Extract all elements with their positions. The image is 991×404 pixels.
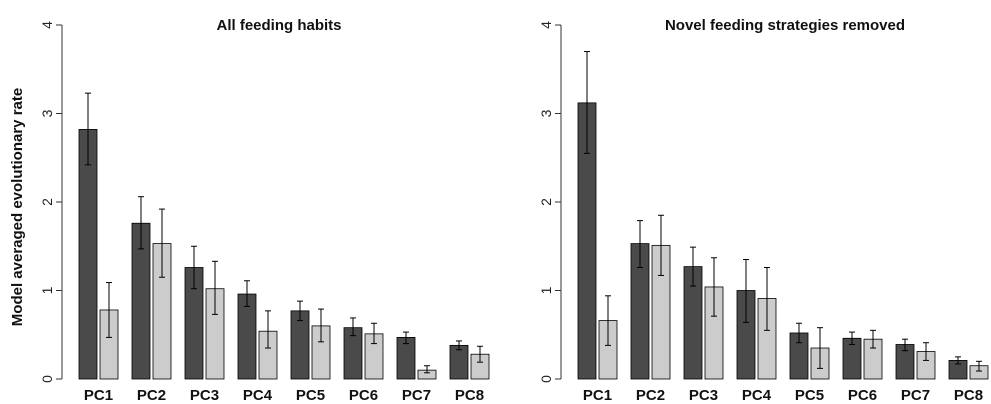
y-tick-label: 3 xyxy=(538,109,554,117)
x-tick-label-pc5: PC5 xyxy=(795,387,824,404)
x-tick-label-pc3: PC3 xyxy=(689,387,718,404)
x-tick-label-pc6: PC6 xyxy=(848,387,877,404)
y-axis-label: Model averaged evolutionary rate xyxy=(9,88,26,326)
y-tick-label: 4 xyxy=(39,21,55,29)
x-tick-label-pc1: PC1 xyxy=(583,387,612,404)
x-tick-label-pc4: PC4 xyxy=(742,387,772,404)
x-tick-label-pc8: PC8 xyxy=(455,387,484,404)
x-tick-label-pc1: PC1 xyxy=(84,387,113,404)
y-tick-label: 2 xyxy=(39,198,55,206)
y-tick-label: 4 xyxy=(538,21,554,29)
chart-title-1: All feeding habits xyxy=(216,17,341,34)
x-tick-label-pc4: PC4 xyxy=(243,387,273,404)
bar-pc1-series-1 xyxy=(78,129,98,380)
y-tick-label: 1 xyxy=(39,286,55,294)
x-tick-label-pc6: PC6 xyxy=(349,387,378,404)
x-tick-label-pc2: PC2 xyxy=(636,387,665,404)
y-tick-label: 2 xyxy=(538,198,554,206)
bar-pc8-series-1 xyxy=(449,344,469,380)
x-tick-label-pc5: PC5 xyxy=(296,387,325,404)
y-tick-label: 3 xyxy=(39,109,55,117)
x-tick-label-pc7: PC7 xyxy=(901,387,930,404)
x-tick-label-pc2: PC2 xyxy=(137,387,166,404)
x-tick-label-pc7: PC7 xyxy=(402,387,431,404)
y-tick-label: 0 xyxy=(39,375,55,383)
x-tick-label-pc8: PC8 xyxy=(954,387,983,404)
chart-title-2: Novel feeding strategies removed xyxy=(665,17,905,34)
y-tick-label: 1 xyxy=(538,286,554,294)
x-tick-label-pc3: PC3 xyxy=(190,387,219,404)
y-tick-label: 0 xyxy=(538,375,554,383)
